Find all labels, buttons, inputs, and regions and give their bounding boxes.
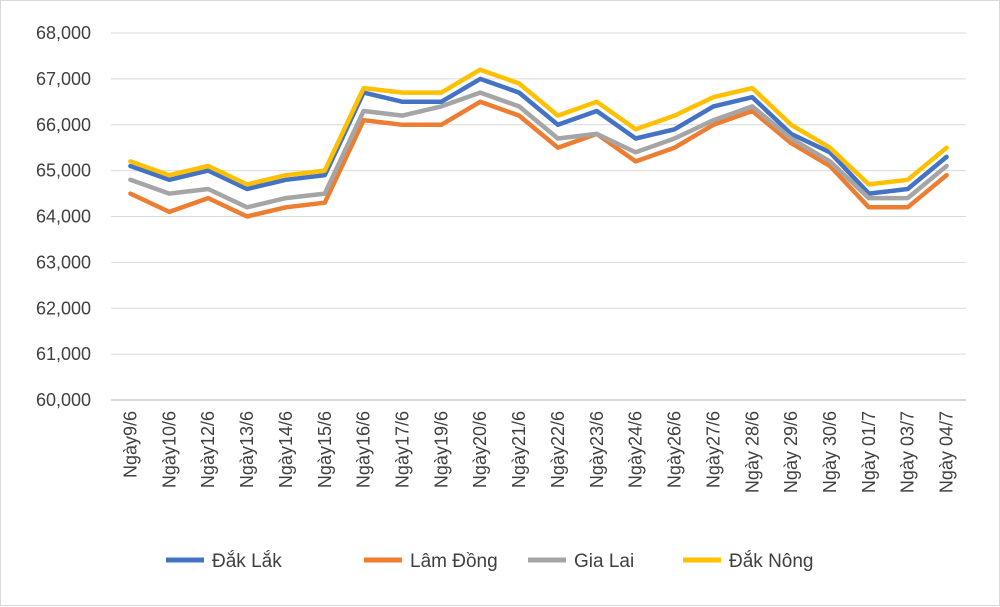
series-line-3 bbox=[128, 67, 949, 187]
x-tick-label: Ngày12/6 bbox=[198, 411, 218, 488]
x-tick-label: Ngày17/6 bbox=[392, 411, 412, 488]
series-line-0 bbox=[128, 76, 949, 196]
y-tick-label: 65,000 bbox=[36, 161, 91, 181]
y-tick-label: 68,000 bbox=[36, 23, 91, 43]
x-tick-label: Ngày26/6 bbox=[665, 411, 685, 488]
x-tick-label: Ngày24/6 bbox=[626, 411, 646, 488]
y-tick-label: 63,000 bbox=[36, 252, 91, 272]
series-line-1 bbox=[128, 99, 949, 219]
y-tick-label: 62,000 bbox=[36, 298, 91, 318]
y-axis-tick-labels: 60,000 61,000 62,000 63,000 64,000 65,000 66,0… bbox=[36, 23, 91, 410]
gridlines bbox=[111, 32, 966, 355]
y-tick-label: 64,000 bbox=[36, 207, 91, 227]
legend-label: Đắk Lắk bbox=[212, 550, 282, 572]
x-tick-label: Ngày22/6 bbox=[548, 411, 568, 488]
x-tick-label: Ngày13/6 bbox=[237, 411, 257, 488]
x-tick-label: Ngày 03/7 bbox=[898, 411, 918, 493]
y-tick-label: 67,000 bbox=[36, 69, 91, 89]
x-tick-label: Ngày 01/7 bbox=[859, 411, 879, 493]
x-tick-label: Ngày20/6 bbox=[470, 411, 490, 488]
x-tick-label: Ngày21/6 bbox=[509, 411, 529, 488]
series-lines bbox=[128, 67, 949, 219]
legend: Đắk Lắk Lâm Đồng Gia Lai Đắk Nông bbox=[166, 550, 814, 572]
x-tick-label: Ngày19/6 bbox=[431, 411, 451, 488]
x-tick-label: Ngày15/6 bbox=[315, 411, 335, 488]
x-tick-label: Ngày 28/6 bbox=[742, 411, 762, 493]
x-axis-tick-labels: Ngày9/6 Ngày10/6 Ngày12/6 Ngày13/6 Ngày14/6 N… bbox=[120, 411, 956, 493]
legend-label: Lâm Đồng bbox=[410, 551, 498, 572]
x-tick-label: Ngày27/6 bbox=[703, 411, 723, 488]
y-tick-label: 60,000 bbox=[36, 390, 91, 410]
x-tick-label: Ngày 30/6 bbox=[820, 411, 840, 493]
y-tick-label: 61,000 bbox=[36, 344, 91, 364]
x-tick-label: Ngày 04/7 bbox=[937, 411, 957, 493]
legend-label: Đắk Nông bbox=[729, 550, 814, 572]
x-tick-label: Ngày9/6 bbox=[120, 411, 140, 478]
x-tick-label: Ngày16/6 bbox=[354, 411, 374, 488]
legend-label: Gia Lai bbox=[574, 551, 634, 572]
x-tick-label: Ngày 29/6 bbox=[781, 411, 801, 493]
x-tick-label: Ngày10/6 bbox=[159, 411, 179, 488]
x-tick-label: Ngày23/6 bbox=[587, 411, 607, 488]
y-tick-label: 66,000 bbox=[36, 115, 91, 135]
x-tick-label: Ngày14/6 bbox=[276, 411, 296, 488]
series-line-2 bbox=[128, 90, 949, 210]
